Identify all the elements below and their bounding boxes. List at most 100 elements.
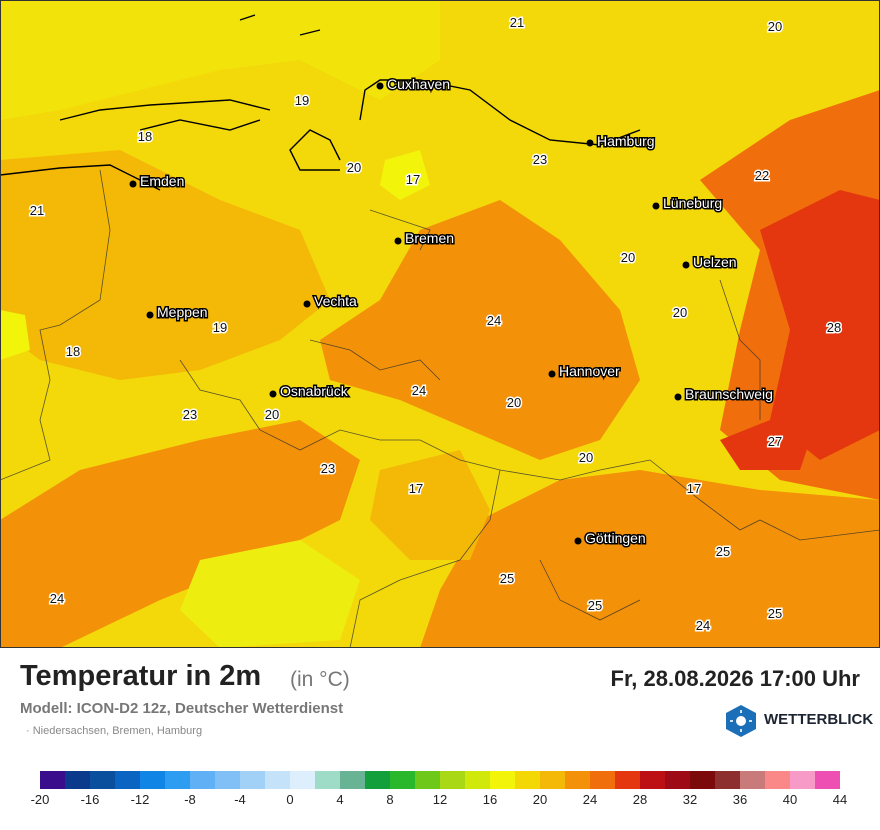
city-markers: Cuxhaven Hamburg Emden Lüneburg Bremen U… (129, 75, 774, 548)
coastline (0, 14, 641, 191)
scale-swatch (790, 771, 815, 789)
scale-tick-label: -16 (80, 792, 100, 807)
temp-label: 20 (265, 407, 279, 422)
scale-swatch (40, 771, 65, 789)
temp-label: 24 (696, 618, 710, 633)
temp-label: 20 (347, 160, 361, 175)
city-emden[interactable]: Emden (129, 172, 186, 191)
svg-text:Braunschweig: Braunschweig (685, 386, 773, 402)
temperature-labels: 21 20 19 18 20 23 17 22 21 20 24 20 18 1… (28, 14, 842, 635)
zone-bremen-light (380, 150, 430, 200)
svg-text:Hannover: Hannover (559, 363, 620, 379)
temp-label: 24 (487, 313, 501, 328)
scale-swatch (265, 771, 290, 789)
city-braunschweig[interactable]: Braunschweig (674, 385, 774, 404)
city-bremen[interactable]: Bremen (394, 229, 456, 248)
temp-label: 23 (533, 152, 547, 167)
svg-text:Emden: Emden (140, 173, 184, 189)
city-meppen[interactable]: Meppen (146, 303, 209, 322)
scale-swatch (140, 771, 165, 789)
scale-swatch (390, 771, 415, 789)
temp-label: 17 (406, 172, 420, 187)
temp-label: 18 (66, 344, 80, 359)
scale-tick-label: 12 (432, 792, 448, 807)
scale-swatch (90, 771, 115, 789)
temp-label: 20 (768, 19, 782, 34)
zone-central-orange (320, 200, 640, 460)
scale-tick-label: 28 (632, 792, 648, 807)
temp-label: 24 (412, 383, 426, 398)
svg-text:Vechta: Vechta (314, 293, 357, 309)
unit-label: (in °C) (290, 668, 350, 691)
scale-swatch (715, 771, 740, 789)
temp-label: 19 (295, 93, 309, 108)
scale-swatch (65, 771, 90, 789)
scale-tick-label: 40 (782, 792, 798, 807)
scale-swatch (365, 771, 390, 789)
svg-text:Cuxhaven: Cuxhaven (387, 76, 450, 92)
scale-swatch (815, 771, 840, 789)
scale-tick-label: 44 (832, 792, 848, 807)
temp-label: 21 (30, 203, 44, 218)
city-hannover[interactable]: Hannover (548, 362, 622, 381)
temp-label: 27 (768, 434, 782, 449)
scale-swatch (165, 771, 190, 789)
svg-text:Uelzen: Uelzen (693, 254, 737, 270)
temp-label: 23 (321, 461, 335, 476)
svg-text:Lüneburg: Lüneburg (663, 195, 722, 211)
scale-tick-label: 0 (286, 792, 294, 807)
wetterblick-logo[interactable] (724, 704, 864, 738)
scale-swatch (465, 771, 490, 789)
scale-swatch (215, 771, 240, 789)
logo-text: WETTERBLICK (764, 711, 874, 728)
scale-swatch (340, 771, 365, 789)
temp-label: 22 (755, 168, 769, 183)
scale-swatch (115, 771, 140, 789)
temp-label: 17 (687, 481, 701, 496)
scale-swatch (415, 771, 440, 789)
temp-label: 25 (768, 606, 782, 621)
scale-tick-label: -4 (234, 792, 246, 807)
city-goettingen[interactable]: Göttingen (574, 529, 647, 548)
svg-text:Meppen: Meppen (157, 304, 208, 320)
scale-tick-label: 16 (482, 792, 498, 807)
scale-swatch (515, 771, 540, 789)
scale-swatch (665, 771, 690, 789)
temp-label: 28 (827, 320, 841, 335)
zone-southwest-orange (0, 420, 360, 648)
city-lueneburg[interactable]: Lüneburg (652, 194, 724, 213)
scale-tick-label: 36 (732, 792, 748, 807)
scale-swatch (315, 771, 340, 789)
city-osnabrueck[interactable]: Osnabrück (269, 382, 350, 401)
scale-swatch (290, 771, 315, 789)
scale-swatch (690, 771, 715, 789)
scale-swatch (590, 771, 615, 789)
temp-label: 20 (507, 395, 521, 410)
temp-label: 20 (673, 305, 687, 320)
city-vechta[interactable]: Vechta (303, 292, 359, 311)
svg-text:Bremen: Bremen (405, 230, 454, 246)
city-cuxhaven[interactable]: Cuxhaven (376, 75, 452, 94)
scale-tick-label: -20 (30, 792, 50, 807)
scale-tick-label: 4 (336, 792, 344, 807)
scale-tick-labels: -20 -16 -12 -8 -4 0 4 8 12 16 20 24 28 32 36 40 44 (0, 792, 880, 810)
scale-swatch (490, 771, 515, 789)
footer (0, 648, 880, 830)
scale-tick-label: 8 (386, 792, 394, 807)
forecast-datetime: Fr, 28.08.2026 17:00 Uhr (610, 666, 861, 691)
temp-label: 19 (213, 320, 227, 335)
temp-label: 24 (50, 591, 64, 606)
scale-swatch (190, 771, 215, 789)
zone-west-orange (0, 150, 330, 380)
model-info: Modell: ICON-D2 12z, Deutscher Wetterdie… (20, 700, 344, 717)
scale-swatch (440, 771, 465, 789)
scale-swatch (640, 771, 665, 789)
city-hamburg[interactable]: Hamburg (586, 132, 656, 151)
temp-label: 25 (716, 544, 730, 559)
scale-swatch (240, 771, 265, 789)
zone-south-light (180, 540, 360, 648)
scale-swatch (765, 771, 790, 789)
temp-label: 21 (510, 15, 524, 30)
city-uelzen[interactable]: Uelzen (682, 253, 738, 272)
temp-label: 25 (588, 598, 602, 613)
